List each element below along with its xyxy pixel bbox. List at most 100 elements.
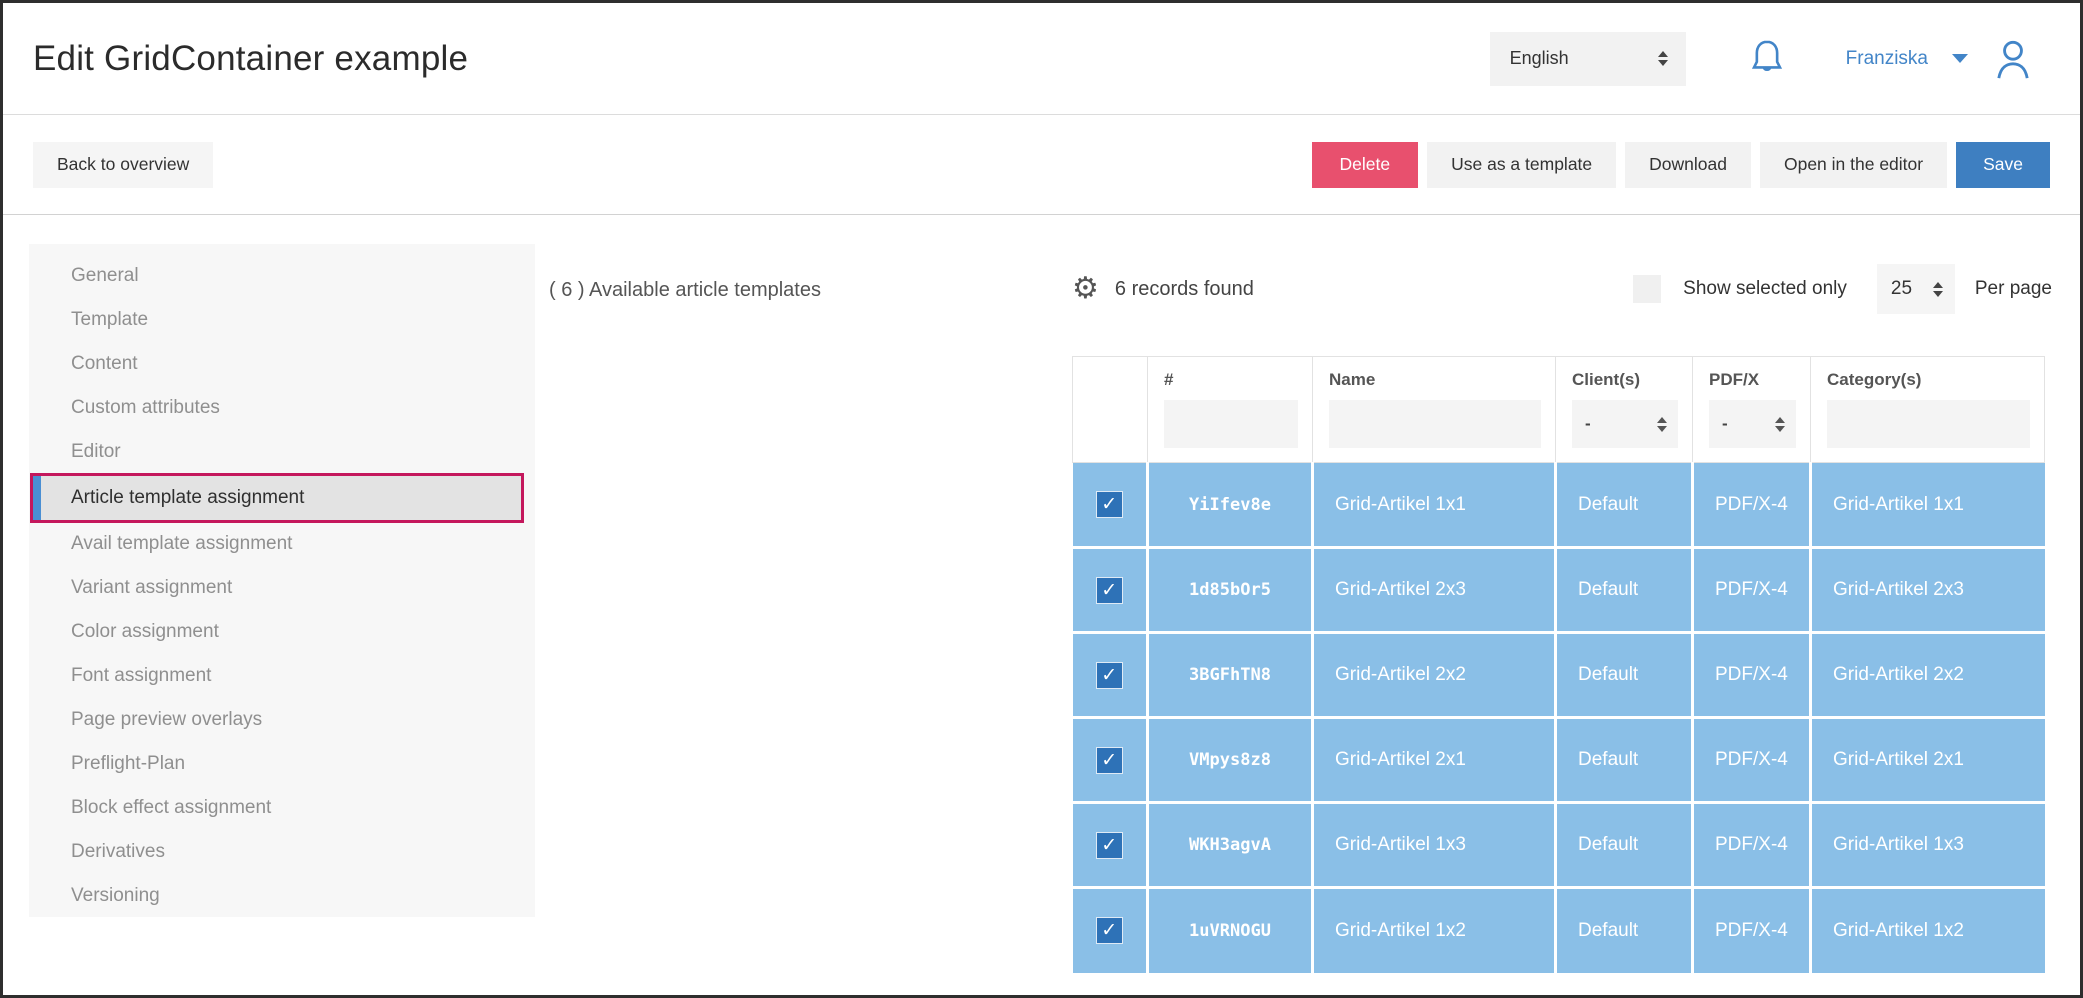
per-page-select[interactable]: 25 bbox=[1876, 264, 1955, 314]
row-checkbox[interactable]: ✓ bbox=[1095, 746, 1123, 774]
name-filter-input[interactable] bbox=[1329, 400, 1541, 448]
sidebar-item-general[interactable]: General bbox=[29, 254, 535, 298]
cell-id: YiIfev8e bbox=[1146, 462, 1313, 548]
sidebar-item-label: Page preview overlays bbox=[71, 709, 263, 730]
sidebar-item-label: Article template assignment bbox=[71, 487, 305, 508]
show-selected-only-control: Show selected only bbox=[1633, 275, 1847, 303]
cell-pdfx: PDF/X-4 bbox=[1691, 462, 1811, 548]
select-stepper-icon bbox=[1932, 281, 1943, 297]
table-row[interactable]: ✓ YiIfev8e Grid-Artikel 1x1 Default PDF/X-4 G… bbox=[1072, 462, 2045, 548]
action-toolbar: Back to overview Delete Use as a templat… bbox=[3, 115, 2080, 215]
sidebar-item-block-effect-assignment[interactable]: Block effect assignment bbox=[29, 786, 535, 830]
column-header-client: Client(s) bbox=[1572, 370, 1640, 389]
user-name: Franziska bbox=[1845, 47, 1928, 69]
sidebar-item-font-assignment[interactable]: Font assignment bbox=[29, 654, 535, 698]
cell-category: Grid-Artikel 1x3 bbox=[1809, 801, 2045, 888]
id-filter-input[interactable] bbox=[1164, 400, 1298, 448]
language-select[interactable]: English bbox=[1489, 31, 1686, 86]
category-filter-input[interactable] bbox=[1827, 400, 2030, 448]
column-header-pdfx: PDF/X bbox=[1709, 370, 1760, 389]
sidebar-item-avail-template-assignment[interactable]: Avail template assignment bbox=[29, 522, 535, 566]
check-icon: ✓ bbox=[1101, 494, 1118, 515]
show-selected-only-checkbox[interactable] bbox=[1633, 275, 1662, 303]
sidebar-item-label: Custom attributes bbox=[71, 397, 220, 418]
gear-icon[interactable]: ⚙ bbox=[1072, 271, 1099, 306]
check-icon: ✓ bbox=[1101, 749, 1118, 771]
sidebar-item-label: Avail template assignment bbox=[71, 533, 293, 554]
main-panel: ( 6 ) Available article templates ⚙ 6 re… bbox=[535, 244, 2052, 973]
open-in-editor-button[interactable]: Open in the editor bbox=[1759, 141, 1948, 188]
cell-client: Default bbox=[1554, 631, 1693, 718]
cell-category: Grid-Artikel 2x3 bbox=[1809, 546, 2045, 633]
cell-category: Grid-Artikel 1x1 bbox=[1809, 462, 2045, 548]
settings-sidebar: General Template Content Custom attributes E… bbox=[29, 244, 535, 917]
account-button[interactable] bbox=[1990, 35, 2036, 83]
table-row[interactable]: ✓ 1uVRNOGU Grid-Artikel 1x2 Default PDF/X-4 G… bbox=[1072, 886, 2045, 973]
sidebar-item-label: Template bbox=[71, 309, 149, 330]
table-row[interactable]: ✓ VMpys8z8 Grid-Artikel 2x1 Default PDF/X-4 G… bbox=[1072, 716, 2045, 803]
sidebar-item-template[interactable]: Template bbox=[29, 298, 535, 342]
sidebar-item-label: Editor bbox=[71, 441, 121, 462]
client-filter-select[interactable]: - bbox=[1572, 400, 1678, 448]
table-controls: ⚙ 6 records found Show selected only 25 … bbox=[1072, 264, 2052, 314]
cell-pdfx: PDF/X-4 bbox=[1691, 716, 1811, 803]
sidebar-item-label: General bbox=[71, 265, 139, 286]
save-button[interactable]: Save bbox=[1956, 141, 2050, 188]
check-icon: ✓ bbox=[1101, 664, 1118, 686]
select-stepper-icon bbox=[1657, 416, 1667, 432]
check-icon: ✓ bbox=[1101, 920, 1118, 942]
check-icon: ✓ bbox=[1101, 834, 1118, 856]
row-checkbox[interactable]: ✓ bbox=[1095, 661, 1123, 689]
panel-title: ( 6 ) Available article templates bbox=[549, 279, 821, 301]
app-header: Edit GridContainer example English Franz… bbox=[3, 3, 2080, 115]
sidebar-nav: General Template Content Custom attributes E… bbox=[29, 254, 535, 918]
delete-button[interactable]: Delete bbox=[1311, 141, 1419, 188]
sidebar-item-article-template-assignment[interactable]: Article template assignment bbox=[33, 476, 521, 520]
cell-category: Grid-Artikel 2x1 bbox=[1809, 716, 2045, 803]
client-filter-value: - bbox=[1585, 414, 1591, 433]
row-checkbox[interactable]: ✓ bbox=[1095, 917, 1123, 945]
use-as-template-button[interactable]: Use as a template bbox=[1427, 141, 1617, 188]
sidebar-item-variant-assignment[interactable]: Variant assignment bbox=[29, 566, 535, 610]
sidebar-item-custom-attributes[interactable]: Custom attributes bbox=[29, 386, 535, 430]
cell-client: Default bbox=[1554, 462, 1693, 548]
sidebar-item-preflight-plan[interactable]: Preflight-Plan bbox=[29, 742, 535, 786]
back-to-overview-button[interactable]: Back to overview bbox=[33, 141, 214, 188]
sidebar-item-versioning[interactable]: Versioning bbox=[29, 874, 535, 918]
cell-name: Grid-Artikel 1x2 bbox=[1311, 886, 1556, 973]
sidebar-item-label: Variant assignment bbox=[71, 577, 233, 598]
sidebar-item-label: Color assignment bbox=[71, 621, 219, 642]
row-checkbox[interactable]: ✓ bbox=[1095, 831, 1123, 859]
cell-client: Default bbox=[1554, 886, 1693, 973]
chevron-down-icon bbox=[1952, 54, 1968, 63]
sidebar-item-derivatives[interactable]: Derivatives bbox=[29, 830, 535, 874]
cell-name: Grid-Artikel 1x1 bbox=[1311, 462, 1556, 548]
cell-name: Grid-Artikel 2x1 bbox=[1311, 716, 1556, 803]
table-row[interactable]: ✓ WKH3agvA Grid-Artikel 1x3 Default PDF/X-4 G… bbox=[1072, 801, 2045, 888]
sidebar-item-editor[interactable]: Editor bbox=[29, 430, 535, 474]
table-row[interactable]: ✓ 1d85bOr5 Grid-Artikel 2x3 Default PDF/X-4 G… bbox=[1072, 546, 2045, 633]
pdfx-filter-select[interactable]: - bbox=[1709, 400, 1796, 448]
row-checkbox[interactable]: ✓ bbox=[1095, 576, 1123, 604]
cell-id: VMpys8z8 bbox=[1146, 716, 1313, 803]
cell-name: Grid-Artikel 2x3 bbox=[1311, 546, 1556, 633]
cell-pdfx: PDF/X-4 bbox=[1691, 886, 1811, 973]
table-row[interactable]: ✓ 3BGFhTN8 Grid-Artikel 2x2 Default PDF/X-4 G… bbox=[1072, 631, 2045, 718]
sidebar-item-label: Preflight-Plan bbox=[71, 753, 186, 774]
page-title: Edit GridContainer example bbox=[33, 38, 469, 78]
cell-pdfx: PDF/X-4 bbox=[1691, 631, 1811, 718]
sidebar-item-label: Block effect assignment bbox=[71, 797, 272, 818]
sidebar-item-color-assignment[interactable]: Color assignment bbox=[29, 610, 535, 654]
notifications-button[interactable] bbox=[1746, 36, 1788, 82]
cell-client: Default bbox=[1554, 801, 1693, 888]
sidebar-item-page-preview-overlays[interactable]: Page preview overlays bbox=[29, 698, 535, 742]
download-button[interactable]: Download bbox=[1625, 141, 1751, 188]
select-stepper-icon bbox=[1657, 51, 1668, 66]
user-menu[interactable]: Franziska bbox=[1846, 48, 1968, 70]
person-icon bbox=[1997, 40, 2029, 78]
sidebar-item-label: Content bbox=[71, 353, 138, 374]
sidebar-item-label: Font assignment bbox=[71, 665, 212, 686]
row-checkbox[interactable]: ✓ bbox=[1095, 491, 1123, 518]
sidebar-item-content[interactable]: Content bbox=[29, 342, 535, 386]
